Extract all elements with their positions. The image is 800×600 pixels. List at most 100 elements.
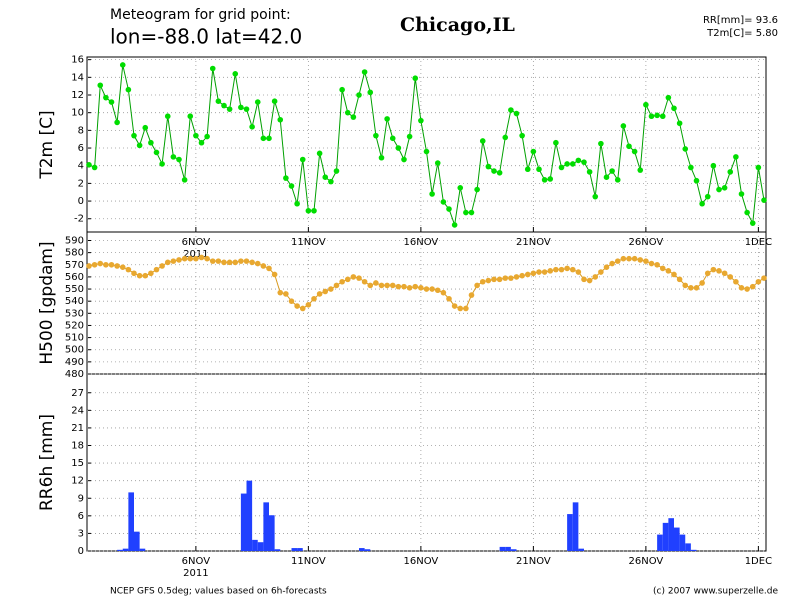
data-point: [581, 276, 587, 283]
bar: [499, 546, 506, 551]
y-tick-label: 6: [78, 511, 84, 522]
data-point: [592, 193, 599, 200]
y-tick-label: 21: [71, 423, 84, 434]
data-point: [299, 156, 306, 163]
data-point: [659, 113, 666, 120]
x-sublabel: 2011: [183, 249, 208, 260]
data-point: [463, 209, 469, 216]
data-point: [204, 133, 210, 140]
data-point: [142, 272, 149, 279]
data-point: [181, 177, 188, 183]
data-point: [395, 145, 402, 151]
data-point: [367, 89, 374, 96]
data-point: [198, 254, 205, 261]
data-point: [761, 275, 767, 281]
data-point: [614, 177, 621, 183]
bar: [567, 514, 573, 551]
y-axis-label: RR6h [mm]: [37, 414, 57, 511]
data-point: [496, 169, 503, 176]
y-tick-label: 15: [71, 458, 84, 469]
bar: [662, 522, 669, 551]
bar: [139, 548, 146, 551]
data-point: [620, 123, 627, 129]
data-point: [603, 264, 610, 270]
data-point: [654, 261, 660, 268]
data-point: [541, 269, 548, 275]
data-point: [704, 193, 711, 200]
data-point: [479, 138, 486, 144]
data-point: [491, 276, 497, 283]
data-point: [755, 164, 762, 171]
data-point: [131, 132, 137, 139]
data-point: [322, 288, 329, 295]
data-point: [418, 285, 424, 291]
y-tick-label: 560: [65, 272, 84, 283]
bar: [252, 539, 258, 551]
data-point: [328, 178, 334, 185]
data-point: [468, 209, 475, 216]
y-tick-label: 2: [78, 178, 84, 189]
data-point: [260, 263, 267, 269]
data-point: [119, 264, 126, 270]
data-point: [451, 303, 458, 309]
x-tick-label: 21NOV: [516, 237, 551, 248]
data-point: [215, 98, 222, 104]
data-point: [637, 257, 644, 263]
data-point: [733, 278, 739, 285]
data-point: [491, 168, 497, 174]
data-point: [637, 167, 644, 173]
data-point: [283, 291, 289, 297]
data-point: [159, 161, 165, 167]
y-tick-label: 530: [65, 308, 84, 319]
data-point: [254, 260, 261, 267]
data-point: [592, 274, 599, 280]
data-point: [654, 112, 660, 119]
data-point: [215, 258, 222, 264]
y-tick-label: 550: [65, 284, 84, 295]
y-tick-label: 16: [71, 55, 84, 66]
y-tick-label: 18: [71, 441, 84, 452]
y-tick-label: 12: [71, 476, 84, 487]
data-point: [457, 305, 464, 312]
data-point: [553, 139, 559, 146]
data-point: [283, 175, 289, 181]
bar: [364, 549, 371, 551]
data-point: [148, 139, 154, 146]
data-point: [451, 222, 458, 228]
data-point: [710, 266, 717, 273]
data-point: [710, 162, 717, 169]
data-point: [429, 286, 435, 292]
data-point: [361, 278, 368, 285]
data-point: [356, 92, 362, 98]
data-point: [406, 133, 413, 140]
data-point: [294, 303, 300, 309]
x-tick-label: 26NOV: [629, 237, 664, 248]
data-point: [727, 274, 734, 280]
data-point: [339, 278, 345, 285]
data-point: [356, 275, 362, 281]
data-point: [226, 106, 233, 112]
x-tick-label: 1DEC: [745, 556, 772, 567]
bar: [505, 546, 511, 551]
bar: [359, 548, 365, 551]
data-point: [367, 282, 374, 289]
bar: [128, 492, 134, 551]
data-point: [440, 199, 447, 205]
data-point: [513, 110, 520, 117]
data-point: [671, 105, 677, 112]
data-point: [401, 156, 407, 163]
y-tick-label: 540: [65, 296, 84, 307]
data-point: [502, 134, 509, 141]
y-tick-label: 10: [71, 108, 84, 119]
y-tick-label: 510: [65, 333, 84, 344]
data-point: [164, 259, 171, 266]
data-point: [749, 283, 756, 290]
data-point: [193, 255, 199, 262]
data-point: [519, 272, 525, 279]
y-tick-label: 500: [65, 345, 84, 356]
x-tick-label: 21NOV: [516, 556, 551, 567]
bar: [263, 502, 269, 551]
data-point: [193, 132, 199, 139]
data-point: [131, 270, 137, 277]
data-point: [547, 176, 554, 182]
